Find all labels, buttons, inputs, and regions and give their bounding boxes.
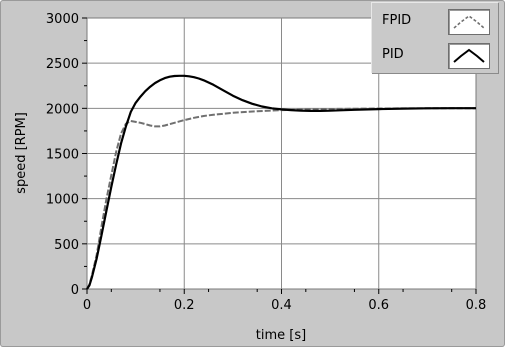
y-tick-label: 2000 xyxy=(46,102,79,117)
legend[interactable]: FPID PID xyxy=(371,2,498,73)
legend-item-fpid[interactable]: FPID xyxy=(372,5,498,39)
y-axis-label: speed [RPM] xyxy=(14,112,29,194)
y-tick-label: 2500 xyxy=(46,57,79,72)
x-axis-label: time [s] xyxy=(256,328,306,343)
series-lines xyxy=(86,74,476,290)
axis-ticks: 0 0.2 0.4 0.6 0.8 0 500 1000 1500 2000 2500 3000 xyxy=(46,12,486,313)
y-tick-label: 0 xyxy=(71,283,79,298)
series-line-fpid xyxy=(86,107,476,290)
y-tick-label: 1500 xyxy=(46,148,79,163)
x-tick-label: 0.8 xyxy=(466,298,487,313)
y-tick-label: 3000 xyxy=(46,12,79,27)
y-tick-label: 500 xyxy=(54,238,79,253)
legend-label-pid: PID xyxy=(382,47,404,62)
x-tick-label: 0.2 xyxy=(174,298,195,313)
x-tick-label: 0.6 xyxy=(368,298,389,313)
legend-swatch-pid[interactable] xyxy=(448,43,490,69)
legend-swatch-fpid[interactable] xyxy=(448,9,490,35)
y-tick-label: 1000 xyxy=(46,193,79,208)
legend-item-pid[interactable]: PID xyxy=(372,39,498,73)
legend-label-fpid: FPID xyxy=(382,13,412,28)
x-tick-label: 0.4 xyxy=(271,298,292,313)
x-tick-label: 0 xyxy=(83,298,91,313)
series-line-pid xyxy=(86,74,476,290)
